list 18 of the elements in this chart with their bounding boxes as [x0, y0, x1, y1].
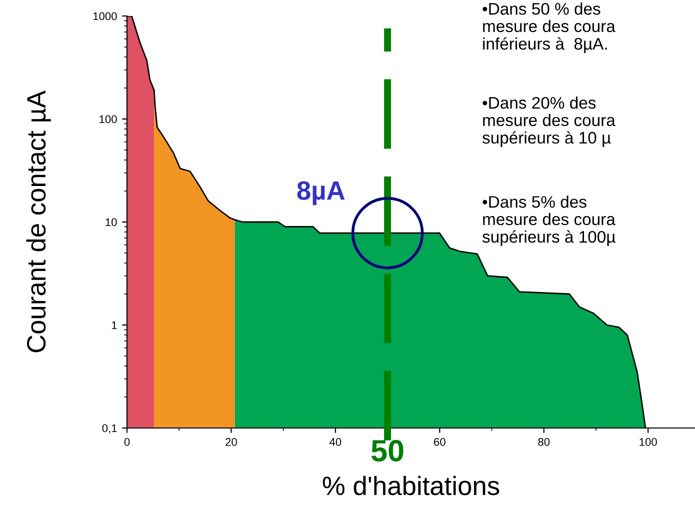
- x-tick-label: 0: [124, 438, 130, 446]
- y-tick-label: 10: [106, 218, 117, 226]
- annotation: •Dans 50 % des mesure des coura inférieurs à 8µA.: [482, 2, 616, 53]
- x-axis-title: % d'habitations: [322, 476, 500, 496]
- y-tick-label: 0,1: [102, 424, 117, 434]
- y-tick-label: 1: [112, 321, 117, 330]
- y-axis-title: Courant de contact µA: [26, 90, 51, 352]
- annotation: •Dans 5% des mesure des coura supérieurs à 100µ: [482, 196, 616, 246]
- ref-line-label: 50: [372, 440, 404, 462]
- annotation: 8µA: [297, 181, 345, 206]
- y-tick-label: 100: [100, 115, 117, 124]
- x-tick-label: 80: [538, 438, 550, 446]
- y-tick-label: 1000: [93, 12, 117, 20]
- x-tick-label: 60: [434, 438, 446, 446]
- x-tick-label: 40: [330, 438, 342, 446]
- x-tick-label: 100: [640, 438, 657, 446]
- annotation: •Dans 20% des mesure des coura supérieurs à 10 µ: [482, 96, 616, 147]
- x-tick-label: 20: [226, 438, 237, 446]
